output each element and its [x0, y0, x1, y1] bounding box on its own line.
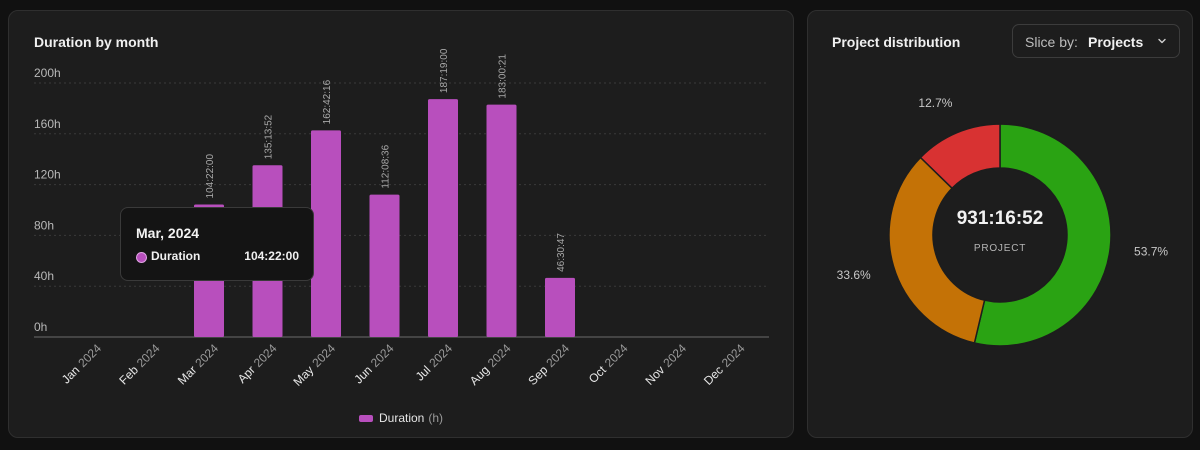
bar-data-label: 183:00:21 [498, 54, 509, 99]
x-tick-label: Jul2024 [413, 341, 456, 384]
donut-slice[interactable] [888, 156, 986, 344]
slice-by-prefix: Slice by: [1025, 34, 1078, 50]
donut-center-value: 931:16:52 [957, 208, 1044, 229]
x-tick-label: Feb2024 [116, 341, 162, 387]
y-tick-label: 160h [34, 117, 61, 131]
donut-slice[interactable] [919, 123, 1001, 190]
tooltip-value: 104:22:00 [244, 249, 299, 263]
x-tick-label: Jan2024 [59, 341, 105, 387]
bar[interactable] [311, 130, 341, 337]
x-tick-label: Dec2024 [701, 341, 748, 388]
panel-title: Duration by month [34, 34, 159, 50]
bar[interactable] [545, 277, 575, 337]
x-tick-label: Aug2024 [467, 341, 514, 388]
donut-chart: 53.7% 33.6% 12.7% 931:16:52 PROJECT [837, 96, 1168, 347]
x-tick-label: Apr2024 [235, 341, 280, 386]
y-tick-label: 200h [34, 66, 61, 80]
legend-series-unit: (h) [428, 411, 444, 425]
bar[interactable] [428, 99, 458, 337]
slice-by-dropdown[interactable]: Slice by: Projects [1012, 24, 1180, 58]
chart-tooltip: Mar, 2024 Duration 104:22:00 [120, 207, 314, 281]
tooltip-series-label: Duration [151, 249, 201, 263]
bar-data-label: 162:42:16 [322, 79, 333, 124]
x-tick-label: Mar2024 [175, 341, 221, 387]
tooltip-series-dot [136, 252, 147, 263]
x-tick-label: Jun2024 [351, 341, 397, 387]
donut-center-label: PROJECT [974, 243, 1026, 254]
bar-data-label: 104:22:00 [205, 154, 216, 199]
bar-data-label: 112:08:36 [381, 144, 392, 188]
chart-legend[interactable]: Duration (h) [359, 411, 443, 425]
bar-data-label: 187:19:00 [439, 48, 450, 93]
y-tick-label: 0h [34, 320, 47, 334]
panel-title: Project distribution [832, 34, 961, 50]
x-tick-label: Nov2024 [642, 341, 689, 388]
x-tick-label: May2024 [290, 341, 338, 389]
bar-data-label: 46:30:47 [556, 233, 567, 272]
bar[interactable] [369, 194, 400, 337]
bar-data-label: 135:13:52 [264, 114, 275, 159]
donut-slice[interactable] [973, 123, 1112, 347]
legend-series-name: Duration [379, 411, 425, 425]
duration-by-month-panel: Duration by month 0h 40h 80h 120h 160h 200h 1… [8, 10, 794, 438]
bar[interactable] [486, 104, 517, 337]
legend-swatch [359, 414, 373, 422]
x-tick-label: Sep2024 [525, 341, 572, 388]
y-tick-label: 120h [34, 168, 61, 182]
x-tick-label: Oct2024 [586, 341, 631, 386]
project-distribution-panel: Project distribution Slice by: Projects … [807, 10, 1193, 438]
chevron-down-icon [1158, 38, 1166, 44]
donut-slice-label: 53.7% [1134, 245, 1168, 259]
donut-slice-label: 33.6% [837, 268, 871, 282]
y-tick-label: 80h [34, 218, 54, 232]
slice-by-value: Projects [1088, 34, 1144, 50]
donut-slice-label: 12.7% [918, 96, 952, 110]
y-tick-label: 40h [34, 269, 54, 283]
tooltip-title: Mar, 2024 [136, 225, 200, 241]
